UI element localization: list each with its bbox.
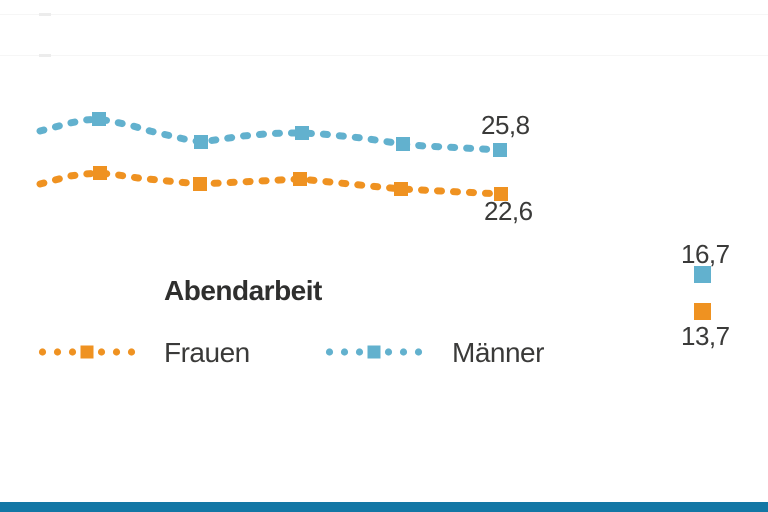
gridline bbox=[0, 14, 768, 15]
value-label-frauen: 22,6 bbox=[484, 196, 533, 226]
value-label-maenner: 25,8 bbox=[481, 110, 530, 140]
side-value-maenner: 16,7 bbox=[681, 239, 730, 269]
gridline bbox=[0, 55, 768, 56]
legend-label-maenner: Männer bbox=[452, 337, 544, 368]
gridline-tick bbox=[39, 13, 51, 16]
side-swatch-maenner bbox=[694, 266, 711, 283]
gridline-tick bbox=[39, 54, 51, 57]
legend-label-frauen: Frauen bbox=[164, 337, 250, 368]
footer-brand-bar bbox=[0, 502, 768, 512]
chart-title: Abendarbeit bbox=[164, 275, 322, 306]
legend-sample-maenner bbox=[325, 345, 423, 359]
side-value-frauen: 13,7 bbox=[681, 321, 730, 351]
side-swatch-frauen bbox=[694, 303, 711, 320]
legend-sample-frauen bbox=[38, 345, 136, 359]
